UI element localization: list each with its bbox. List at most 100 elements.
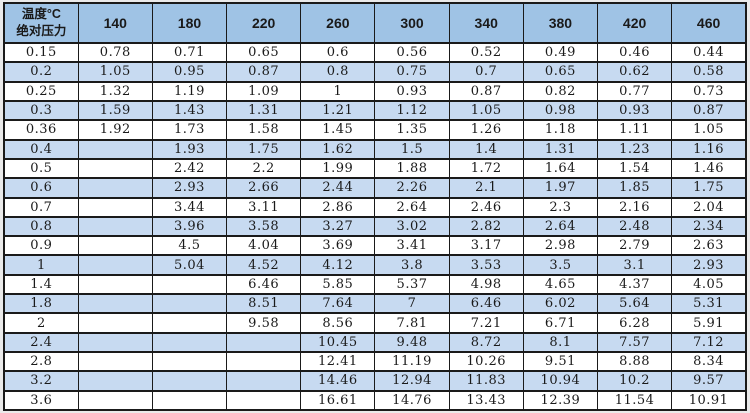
value-cell: 0.52 — [448, 41, 524, 64]
value-cell: 0.75 — [374, 61, 450, 83]
value-cell: 1.09 — [226, 80, 302, 102]
value-cell: 4.12 — [300, 254, 376, 276]
value-cell — [77, 370, 153, 392]
value-cell: 6.71 — [522, 312, 599, 334]
value-cell: 3.17 — [448, 235, 524, 257]
value-cell: 9.51 — [522, 350, 599, 373]
value-cell: 1.35 — [374, 119, 450, 141]
value-cell: 14.76 — [374, 389, 450, 412]
table-row: 1.8 8.51 7.64 7 6.46 6.02 5.64 5.31 — [3, 293, 747, 315]
table-row: 1 5.04 4.52 4.12 3.8 3.53 3.5 3.1 2.93 — [3, 254, 747, 276]
value-cell: 1.31 — [522, 138, 599, 160]
value-cell: 12.94 — [374, 370, 450, 392]
value-cell: 6.02 — [522, 293, 599, 315]
row-label: 3.6 — [3, 389, 79, 412]
column-header: 260 — [300, 2, 376, 44]
value-cell: 10.45 — [300, 331, 376, 354]
row-label: 0.7 — [3, 196, 79, 218]
value-cell: 1.46 — [671, 157, 747, 180]
corner-header-line1: 温度°C — [21, 7, 61, 22]
value-cell — [77, 350, 153, 373]
column-header: 460 — [671, 2, 747, 44]
value-cell: 11.83 — [448, 370, 524, 392]
table-row: 0.9 4.5 4.04 3.69 3.41 3.17 2.98 2.79 2.63 — [3, 235, 747, 257]
value-cell: 1.05 — [448, 99, 524, 122]
value-cell: 10.26 — [448, 350, 524, 373]
value-cell: 0.58 — [671, 61, 747, 83]
value-cell: 9.58 — [226, 312, 302, 334]
value-cell: 0.93 — [374, 80, 450, 102]
value-cell: 2.16 — [596, 196, 673, 218]
value-cell: 8.51 — [226, 293, 302, 315]
value-cell: 2.26 — [374, 177, 450, 199]
value-cell — [77, 389, 153, 412]
value-cell — [77, 273, 153, 296]
corner-header-cell: 温度°C 绝对压力 — [3, 2, 79, 44]
row-label: 2 — [3, 312, 79, 334]
value-cell: 8.1 — [522, 331, 599, 354]
value-cell: 10.94 — [522, 370, 599, 392]
value-cell: 3.1 — [596, 254, 673, 276]
value-cell: 1.85 — [596, 177, 673, 199]
value-cell: 2.3 — [522, 196, 599, 218]
column-header: 420 — [596, 2, 673, 44]
value-cell — [151, 389, 228, 412]
table-row: 2.4 10.45 9.48 8.72 8.1 7.57 7.12 — [3, 331, 747, 354]
row-label: 2.4 — [3, 331, 79, 354]
value-cell: 5.31 — [671, 293, 747, 315]
value-cell: 2.04 — [671, 196, 747, 218]
value-cell: 3.11 — [226, 196, 302, 218]
table-row: 1.4 6.46 5.85 5.37 4.98 4.65 4.37 4.05 — [3, 273, 747, 296]
table-head: 温度°C 绝对压力 140 180 220 260 300 340 380 420 460 — [3, 2, 747, 44]
value-cell: 4.52 — [226, 254, 302, 276]
value-cell: 8.34 — [671, 350, 747, 373]
value-cell: 2.34 — [671, 215, 747, 238]
value-cell: 2.1 — [448, 177, 524, 199]
value-cell: 4.98 — [448, 273, 524, 296]
corner-header-line2: 绝对压力 — [16, 24, 67, 38]
value-cell: 1.21 — [300, 99, 376, 122]
value-cell — [77, 254, 153, 276]
value-cell: 1.75 — [671, 177, 747, 199]
table-row: 0.6 2.93 2.66 2.44 2.26 2.1 1.97 1.85 1.75 — [3, 177, 747, 199]
value-cell: 7.64 — [300, 293, 376, 315]
value-cell: 7 — [374, 293, 450, 315]
value-cell: 4.37 — [596, 273, 673, 296]
value-cell: 6.28 — [596, 312, 673, 334]
value-cell: 1.97 — [522, 177, 599, 199]
value-cell: 2.48 — [596, 215, 673, 238]
value-cell — [77, 235, 153, 257]
value-cell — [77, 215, 153, 238]
value-cell: 1.54 — [596, 157, 673, 180]
table-row: 0.5 2.42 2.2 1.99 1.88 1.72 1.64 1.54 1.46 — [3, 157, 747, 180]
table-row: 2 9.58 8.56 7.81 7.21 6.71 6.28 5.91 — [3, 312, 747, 334]
value-cell: 2.98 — [522, 235, 599, 257]
value-cell: 2.79 — [596, 235, 673, 257]
value-cell — [151, 370, 228, 392]
table-row: 0.36 1.92 1.73 1.58 1.45 1.35 1.26 1.18 1.11 1.05 — [3, 119, 747, 141]
value-cell: 1.99 — [300, 157, 376, 180]
row-label: 0.8 — [3, 215, 79, 238]
row-label: 3.2 — [3, 370, 79, 392]
value-cell: 3.96 — [151, 215, 228, 238]
value-cell: 2.93 — [151, 177, 228, 199]
row-label: 0.4 — [3, 138, 79, 160]
value-cell: 3.41 — [374, 235, 450, 257]
table-row: 2.8 12.41 11.19 10.26 9.51 8.88 8.34 — [3, 350, 747, 373]
value-cell: 3.02 — [374, 215, 450, 238]
value-cell: 1.59 — [77, 99, 153, 122]
value-cell: 13.43 — [448, 389, 524, 412]
value-cell: 1.05 — [77, 61, 153, 83]
value-cell: 4.05 — [671, 273, 747, 296]
value-cell: 11.54 — [596, 389, 673, 412]
value-cell: 2.82 — [448, 215, 524, 238]
value-cell — [77, 331, 153, 354]
value-cell: 1.5 — [374, 138, 450, 160]
table-row: 3.2 14.46 12.94 11.83 10.94 10.2 9.57 — [3, 370, 747, 392]
value-cell: 1.05 — [671, 119, 747, 141]
value-cell: 1 — [300, 80, 376, 102]
value-cell: 1.12 — [374, 99, 450, 122]
value-cell: 1.72 — [448, 157, 524, 180]
value-cell: 2.42 — [151, 157, 228, 180]
row-label: 1.4 — [3, 273, 79, 296]
